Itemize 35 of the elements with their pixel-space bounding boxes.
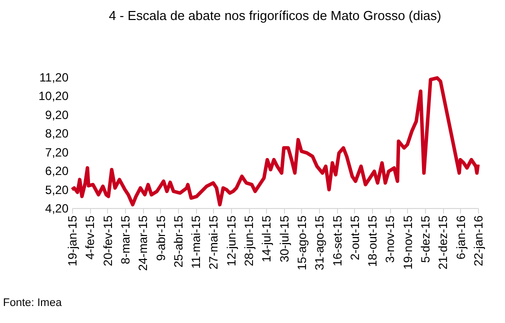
x-tick-label: 12-jun-15 [224,215,238,266]
x-tick-label: 15-ago-15 [294,215,309,270]
x-tick-label: 25-abr-15 [171,215,186,268]
y-tick-label: 6,20 [45,164,69,178]
x-tick-label: 11-mai-15 [189,215,204,269]
x-tick-label: 9-abr-15 [154,215,168,261]
chart-title: 4 - Escala de abate nos frigoríficos de Mato Grosso (dias) [108,8,442,23]
line-series [70,76,480,206]
y-tick-label: 4,20 [45,202,69,216]
x-tick-label: 19-nov-15 [400,215,415,270]
x-tick-label: 27-mai-15 [206,215,221,270]
x-tick-label: 30-jul-15 [277,215,292,262]
x-tick-label: 24-mar-15 [136,215,150,271]
y-tick-label: 8,20 [45,126,69,141]
x-tick-label: 5-dez-15 [418,215,433,263]
x-tick-label: 31-ago-15 [312,215,327,270]
source-note: Fonte: Imea [3,297,63,309]
y-tick-label: 10,20 [38,89,69,104]
x-tick-label: 18-out-15 [366,215,380,267]
x-tick-label: 4-fev-15 [83,215,98,260]
x-tick-label: 16-set-15 [330,215,344,266]
x-tick-label: 6-jan-16 [454,215,468,260]
x-tick-label: 3-nov-15 [383,215,398,263]
y-tick-label: 5,20 [45,182,69,197]
x-tick-label: 21-dez-15 [436,215,450,270]
x-tick-label: 8-mar-15 [118,215,132,264]
x-tick-label: 19-jan-15 [66,215,80,266]
x-tick-label: 20-fev-15 [100,215,115,266]
x-tick-label: 2-out-15 [348,215,362,260]
x-tick-label: 22-jan-16 [472,215,486,266]
y-tick-label: 11,20 [39,70,69,84]
y-tick-label: 7,20 [45,145,69,160]
y-tick-label: 9,20 [45,108,69,122]
x-tick-label: 14-jul-15 [260,215,274,262]
x-tick-label: 28-jun-15 [242,215,256,266]
